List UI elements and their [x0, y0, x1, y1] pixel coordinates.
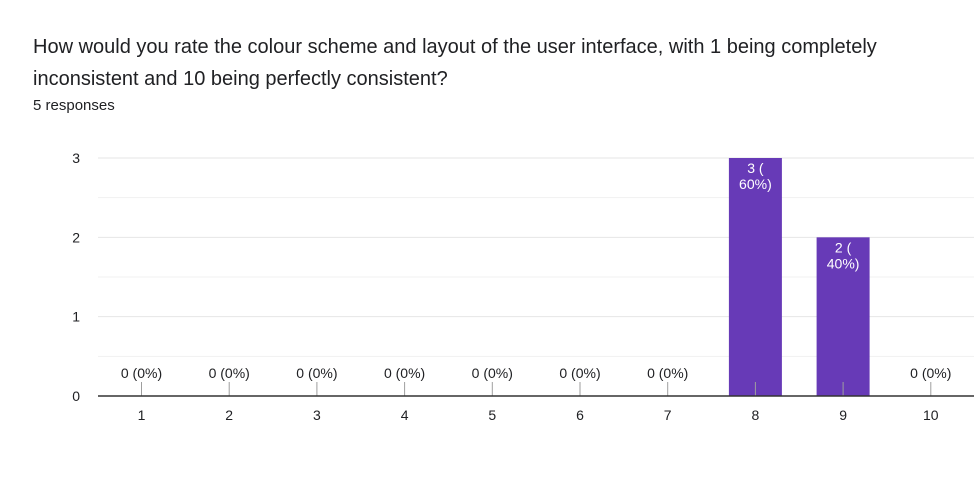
x-tick-label: 7 [664, 407, 672, 423]
x-tick-label: 3 [313, 407, 321, 423]
x-tick-label: 2 [225, 407, 233, 423]
data-label: 0 (0%) [472, 365, 513, 381]
data-label: 0 (0%) [296, 365, 337, 381]
x-tick-label: 8 [752, 407, 760, 423]
x-tick-label: 1 [138, 407, 146, 423]
x-tick-label: 5 [488, 407, 496, 423]
question-title: How would you rate the colour scheme and… [33, 36, 877, 90]
data-label: 0 (0%) [209, 365, 250, 381]
response-count: 5 responses [33, 97, 115, 114]
bar [816, 237, 870, 396]
y-tick-label: 0 [72, 388, 80, 404]
x-tick-label: 10 [923, 407, 939, 423]
data-label: 0 (0%) [910, 365, 951, 381]
y-tick-label: 3 [72, 150, 80, 166]
data-label: 0 (0%) [121, 365, 162, 381]
x-tick-label: 9 [839, 407, 847, 423]
bar [728, 158, 782, 396]
data-label: 0 (0%) [647, 365, 688, 381]
x-tick-label: 4 [401, 407, 409, 423]
data-label: 2 (40%) [827, 239, 860, 271]
y-tick-label: 2 [72, 229, 80, 245]
data-label: 0 (0%) [559, 365, 600, 381]
y-tick-label: 1 [72, 309, 80, 325]
data-label: 3 (60%) [739, 160, 772, 192]
x-tick-label: 6 [576, 407, 584, 423]
data-label: 0 (0%) [384, 365, 425, 381]
